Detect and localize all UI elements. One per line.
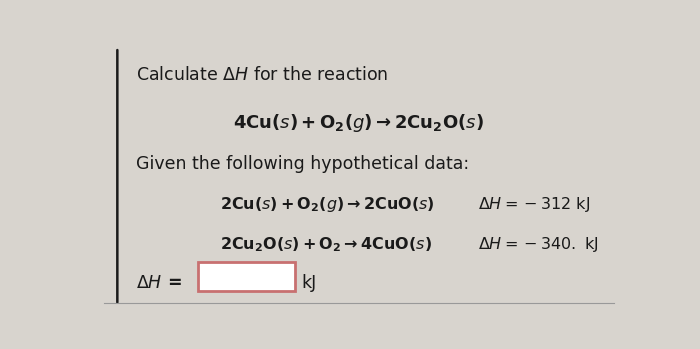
FancyBboxPatch shape <box>197 262 295 291</box>
Text: $\mathbf{2Cu_2O(\mathit{s}) + O_2 \rightarrow 4CuO(\mathit{s})}$: $\mathbf{2Cu_2O(\mathit{s}) + O_2 \right… <box>220 235 433 254</box>
Text: $\mathit{\Delta H} = -312\ \mathrm{kJ}$: $\mathit{\Delta H} = -312\ \mathrm{kJ}$ <box>478 195 590 214</box>
Text: $\mathit{\Delta H}$ =: $\mathit{\Delta H}$ = <box>136 274 182 292</box>
Text: $\mathbf{4Cu(\mathit{s}) + O_2(\mathit{g}) \rightarrow 2Cu_2O(\mathit{s})}$: $\mathbf{4Cu(\mathit{s}) + O_2(\mathit{g… <box>233 112 484 134</box>
Text: Calculate $\mathit{\Delta H}$ for the reaction: Calculate $\mathit{\Delta H}$ for the re… <box>136 66 388 84</box>
Text: kJ: kJ <box>302 274 317 292</box>
Text: $\mathit{\Delta H} = -340.\ \mathrm{kJ}$: $\mathit{\Delta H} = -340.\ \mathrm{kJ}$ <box>478 235 598 254</box>
Text: $\mathbf{2Cu(\mathit{s}) + O_2(\mathit{g}) \rightarrow 2CuO(\mathit{s})}$: $\mathbf{2Cu(\mathit{s}) + O_2(\mathit{g… <box>220 195 435 214</box>
Text: Given the following hypothetical data:: Given the following hypothetical data: <box>136 155 470 173</box>
